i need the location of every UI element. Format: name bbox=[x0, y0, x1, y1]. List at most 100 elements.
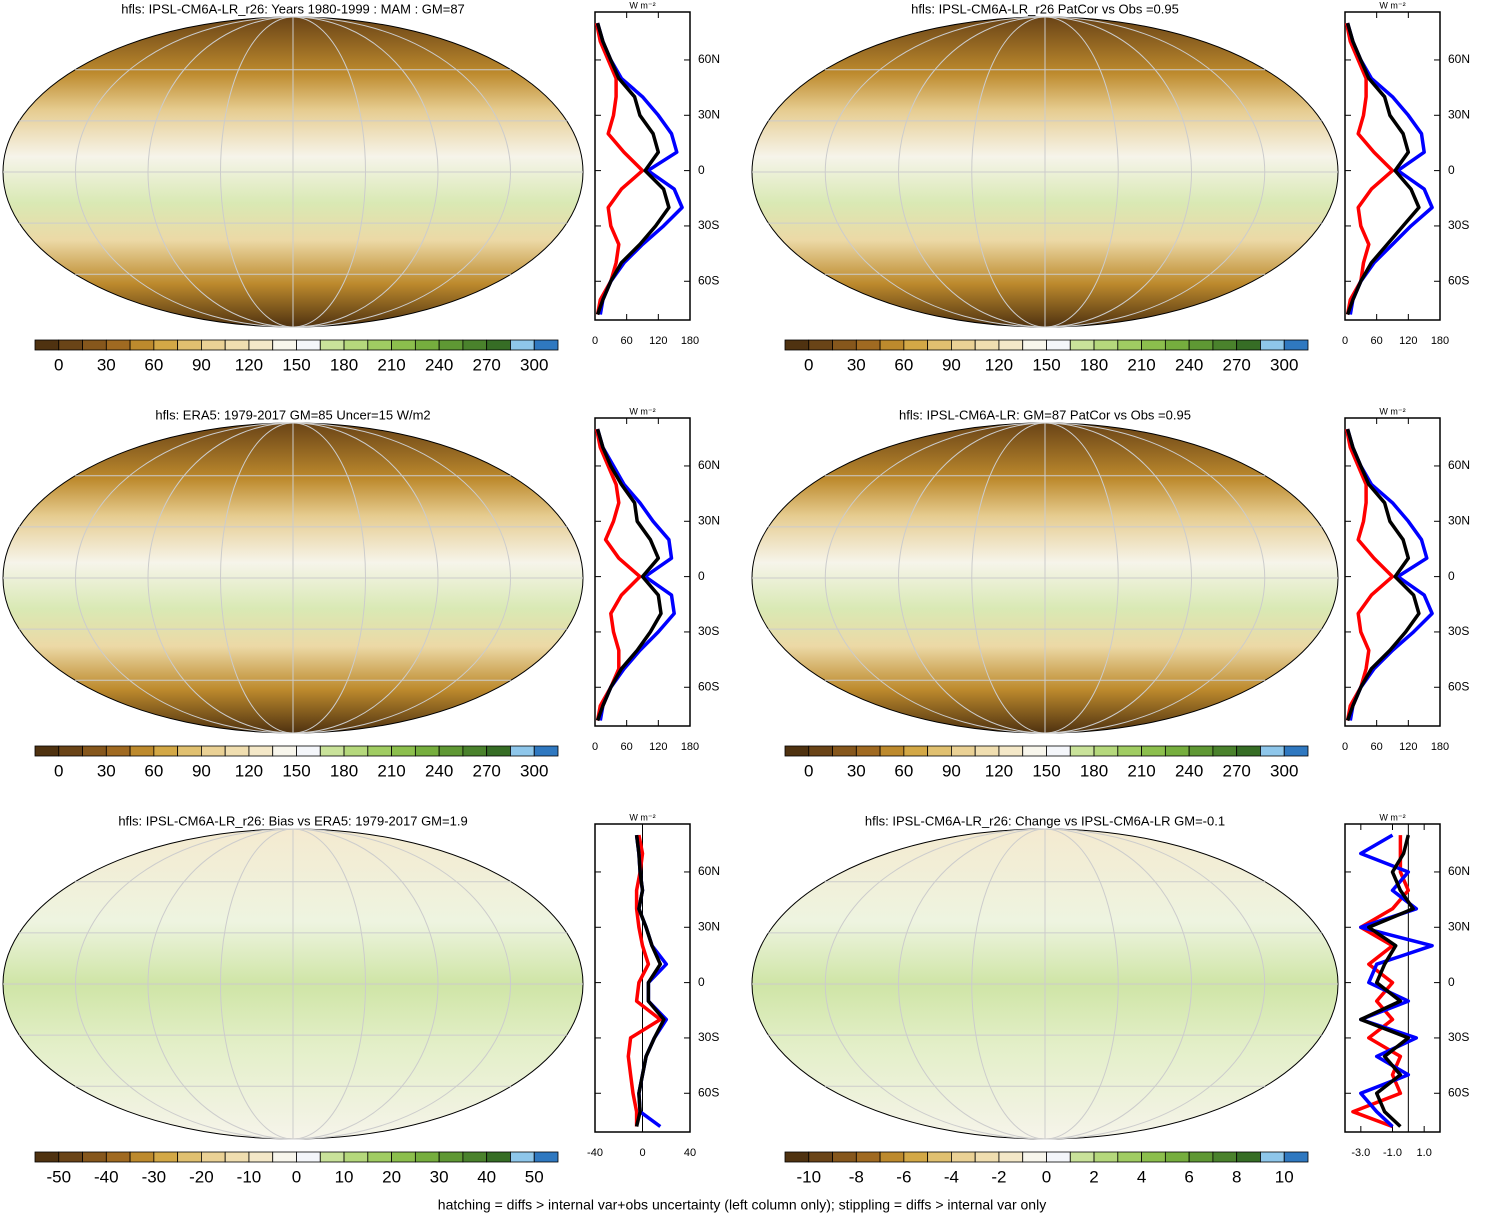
profile-line bbox=[626, 834, 663, 1127]
x-tick-label: 120 bbox=[649, 741, 667, 753]
colorbar-tick-label: 150 bbox=[282, 761, 310, 780]
colorbar-box bbox=[438, 745, 464, 757]
colorbar-box bbox=[153, 745, 179, 757]
x-tick-label: 180 bbox=[681, 741, 699, 753]
colorbar-box bbox=[105, 339, 131, 351]
colorbar-box bbox=[1188, 339, 1214, 351]
colorbar-tick-label: 90 bbox=[192, 761, 211, 780]
colorbar-box bbox=[1022, 339, 1047, 351]
y-tick-label: 60N bbox=[1448, 52, 1470, 66]
colorbar-box bbox=[153, 339, 179, 351]
x-tick-label: 180 bbox=[681, 335, 699, 347]
x-tick-label: -1.0 bbox=[1383, 1147, 1402, 1159]
colorbar-box bbox=[998, 1151, 1024, 1163]
colorbar-box bbox=[319, 1151, 345, 1163]
y-tick-label: 0 bbox=[1448, 163, 1455, 177]
colorbar-tick-label: 120 bbox=[235, 355, 263, 374]
colorbar-box bbox=[784, 339, 810, 351]
x-axis-label: W m⁻² bbox=[1379, 0, 1405, 10]
colorbar-box bbox=[201, 745, 226, 757]
profile-line bbox=[595, 428, 663, 722]
y-tick-label: 60N bbox=[698, 458, 720, 472]
colorbar-box bbox=[414, 1151, 440, 1163]
y-tick-label: 60S bbox=[1448, 1085, 1469, 1099]
x-tick-label: 1.0 bbox=[1417, 1147, 1432, 1159]
map-title: hfls: ERA5: 1979-2017 GM=85 Uncer=15 W/m… bbox=[155, 407, 430, 422]
colorbar-box bbox=[927, 745, 952, 757]
colorbar-box bbox=[974, 745, 1000, 757]
colorbar-box bbox=[1164, 745, 1190, 757]
colorbar-box bbox=[1236, 745, 1261, 757]
colorbar-box bbox=[438, 339, 464, 351]
colorbar-tick-label: 90 bbox=[192, 355, 211, 374]
colorbar-box bbox=[248, 339, 274, 351]
colorbar-tick-label: 150 bbox=[282, 355, 310, 374]
colorbar-box bbox=[58, 745, 83, 757]
colorbar-box bbox=[533, 1151, 559, 1163]
colorbar-tick-label: -40 bbox=[94, 1167, 119, 1186]
x-tick-label: 60 bbox=[1371, 741, 1383, 753]
colorbar-box bbox=[510, 1151, 535, 1163]
colorbar-tick-label: 60 bbox=[144, 761, 163, 780]
colorbar-box bbox=[1141, 339, 1166, 351]
y-tick-label: 0 bbox=[698, 163, 705, 177]
colorbar-tick-label: -4 bbox=[944, 1167, 959, 1186]
colorbar-box bbox=[319, 339, 345, 351]
colorbar-tick-label: 210 bbox=[377, 761, 405, 780]
colorbar-box bbox=[927, 339, 952, 351]
colorbar-box bbox=[82, 1151, 107, 1163]
colorbar-tick-label: -6 bbox=[896, 1167, 911, 1186]
colorbar-tick-label: 40 bbox=[477, 1167, 496, 1186]
colorbar-tick-label: -10 bbox=[237, 1167, 262, 1186]
y-tick-label: 60S bbox=[698, 679, 719, 693]
colorbar-tick-label: 210 bbox=[377, 355, 405, 374]
x-tick-label: 60 bbox=[621, 741, 633, 753]
colorbar-box bbox=[1164, 339, 1190, 351]
y-tick-label: 30N bbox=[1448, 919, 1470, 933]
colorbar-box bbox=[832, 1151, 857, 1163]
colorbar-box bbox=[533, 745, 559, 757]
colorbar-box bbox=[367, 745, 392, 757]
colorbar-box bbox=[510, 339, 535, 351]
colorbar-tick-label: -10 bbox=[796, 1167, 821, 1186]
colorbar-box bbox=[105, 745, 131, 757]
colorbar-box bbox=[1212, 339, 1238, 351]
colorbar-tick-label: 150 bbox=[1032, 761, 1060, 780]
colorbar-box bbox=[1117, 339, 1142, 351]
y-tick-label: 30N bbox=[1448, 107, 1470, 121]
colorbar-tick-label: -50 bbox=[46, 1167, 71, 1186]
colorbar-box bbox=[486, 339, 511, 351]
colorbar-tick-label: 50 bbox=[525, 1167, 544, 1186]
colorbar-tick-label: 240 bbox=[1175, 761, 1203, 780]
profile-line bbox=[1359, 834, 1415, 1128]
colorbar-box bbox=[951, 339, 976, 351]
colorbar-box bbox=[951, 745, 976, 757]
colorbar-tick-label: 0 bbox=[804, 761, 813, 780]
y-tick-label: 60S bbox=[698, 1085, 719, 1099]
colorbar-tick-label: -30 bbox=[142, 1167, 167, 1186]
x-tick-label: 40 bbox=[684, 1147, 696, 1159]
colorbar-box bbox=[153, 1151, 179, 1163]
colorbar-box bbox=[879, 745, 905, 757]
colorbar-box bbox=[367, 1151, 392, 1163]
colorbar-tick-label: 90 bbox=[942, 761, 961, 780]
colorbar-box bbox=[1093, 1151, 1119, 1163]
colorbar-box bbox=[1283, 745, 1309, 757]
y-tick-label: 30S bbox=[698, 218, 719, 232]
colorbar-box bbox=[1141, 745, 1166, 757]
colorbar-tick-label: 0 bbox=[54, 355, 63, 374]
colorbar-tick-label: 10 bbox=[1275, 1167, 1294, 1186]
colorbar-box bbox=[34, 745, 60, 757]
colorbar-box bbox=[224, 1151, 250, 1163]
map-title: hfls: IPSL-CM6A-LR_r26 PatCor vs Obs =0.… bbox=[911, 1, 1179, 16]
colorbar-tick-label: 180 bbox=[330, 355, 358, 374]
colorbar-box bbox=[951, 1151, 976, 1163]
colorbar-box bbox=[1069, 1151, 1095, 1163]
colorbar-tick-label: 120 bbox=[235, 761, 263, 780]
colorbar-box bbox=[82, 339, 107, 351]
colorbar-box bbox=[1236, 339, 1261, 351]
colorbar-tick-label: 90 bbox=[942, 355, 961, 374]
plot-frame bbox=[1344, 11, 1441, 321]
colorbar-tick-label: 270 bbox=[1222, 761, 1250, 780]
footer: hatching = diffs > internal var+obs unce… bbox=[438, 1197, 1046, 1213]
